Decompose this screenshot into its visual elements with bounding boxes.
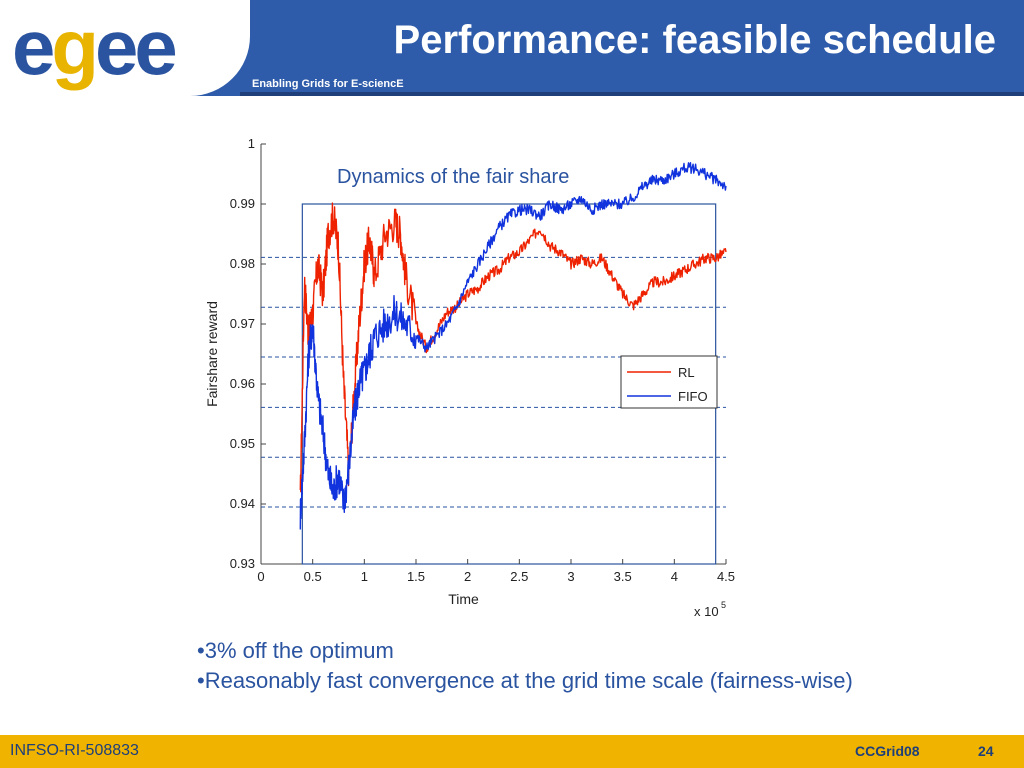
- series-line-fifo: [299, 162, 727, 530]
- logo-wordmark: egee: [12, 2, 178, 92]
- x-tick-label: 0: [257, 569, 264, 584]
- x-tick-label: 1.5: [407, 569, 425, 584]
- legend-label-fifo: FIFO: [678, 389, 708, 404]
- egee-logo: egee: [0, 0, 250, 96]
- project-code: INFSO-RI-508833: [10, 742, 139, 759]
- x-multiplier-label: x 10: [694, 604, 719, 619]
- bullet-item: •3% off the optimum: [197, 638, 394, 663]
- event-name: CCGrid08: [855, 743, 920, 759]
- x-tick-label: 3.5: [614, 569, 632, 584]
- y-tick-label: 0.93: [230, 556, 255, 571]
- page-number: 24: [978, 743, 994, 759]
- subtitle-bar: [240, 92, 1024, 96]
- x-multiplier-exponent: 5: [721, 600, 726, 610]
- y-tick-label: 0.99: [230, 196, 255, 211]
- series-line-rl: [299, 202, 727, 493]
- y-tick-label: 0.95: [230, 436, 255, 451]
- bullet-item: •Reasonably fast convergence at the grid…: [197, 668, 853, 693]
- x-axis-label: Time: [448, 591, 479, 607]
- x-tick-label: 2: [464, 569, 471, 584]
- footer-bar: INFSO-RI-508833 CCGrid08 24: [0, 735, 1024, 768]
- x-tick-label: 0.5: [304, 569, 322, 584]
- slide-subtitle: Enabling Grids for E-sciencE: [252, 78, 404, 90]
- logo-letter-g: g: [51, 3, 99, 91]
- x-tick-label: 1: [361, 569, 368, 584]
- chart-caption: Dynamics of the fair share: [337, 166, 570, 188]
- y-tick-label: 1: [248, 136, 255, 151]
- logo-letters-ee: ee: [95, 3, 178, 91]
- x-tick-label: 4: [671, 569, 678, 584]
- y-tick-label: 0.96: [230, 376, 255, 391]
- y-axis-label: Fairshare reward: [204, 301, 220, 407]
- x-tick-label: 4.5: [717, 569, 735, 584]
- y-tick-label: 0.94: [230, 496, 255, 511]
- header-bar: egee Performance: feasible schedule Enab…: [0, 0, 1024, 96]
- y-tick-label: 0.97: [230, 316, 255, 331]
- fairshare-chart: 0 0.5 1 1.5 2 2.5 3 3.5 4 4.5 0.93 0.94 0.95 0.96 0.97…: [204, 136, 735, 619]
- x-tick-label: 2.5: [510, 569, 528, 584]
- legend-label-rl: RL: [678, 365, 695, 380]
- bullet-list: •3% off the optimum •Reasonably fast con…: [197, 636, 853, 696]
- y-tick-label: 0.98: [230, 256, 255, 271]
- logo-letter-e: e: [12, 3, 55, 91]
- x-tick-label: 3: [567, 569, 574, 584]
- chart-area: 0 0.5 1 1.5 2 2.5 3 3.5 4 4.5 0.93 0.94 0.95 0.96 0.97…: [184, 128, 760, 624]
- legend-box: [620, 355, 718, 409]
- slide-title: Performance: feasible schedule: [393, 18, 996, 62]
